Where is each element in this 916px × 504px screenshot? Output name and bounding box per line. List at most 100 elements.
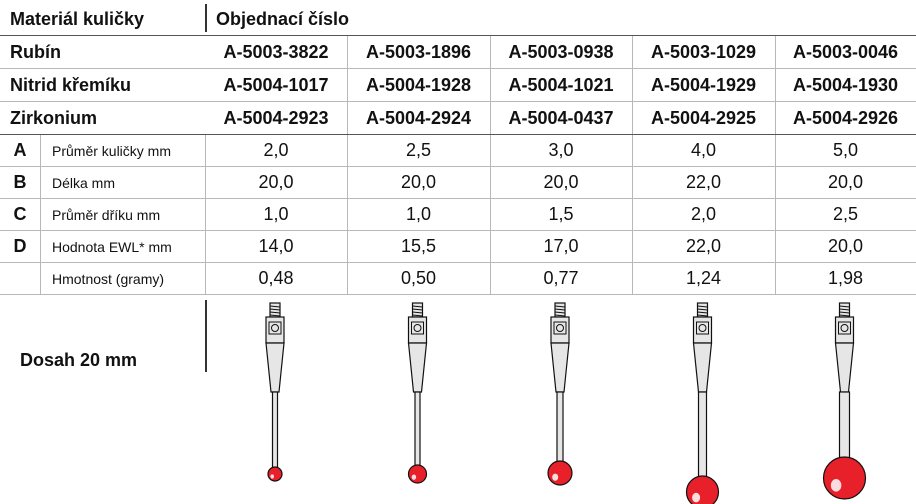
spec-value: 1,0: [205, 199, 347, 230]
rule: [205, 167, 206, 198]
rule: [347, 69, 348, 101]
part-number: A-5004-1021: [490, 69, 632, 101]
row-letter: A: [0, 135, 40, 166]
part-number: A-5004-2925: [632, 102, 775, 134]
rule: [632, 69, 633, 101]
page: Materiál kuličkyObjednací čísloRubínA-50…: [0, 0, 916, 504]
stylus-part: [552, 474, 558, 481]
stylus-part: [266, 343, 284, 392]
spec-value: 1,98: [775, 263, 916, 294]
spec-value: 3,0: [490, 135, 632, 166]
spec-label: Hodnota EWL* mm: [52, 231, 202, 262]
rule: [347, 231, 348, 262]
part-number: A-5003-3822: [205, 36, 347, 68]
spec-value: 15,5: [347, 231, 490, 262]
spec-value: 20,0: [775, 231, 916, 262]
rule: [632, 135, 633, 166]
rule: [490, 102, 491, 134]
rule: [205, 263, 206, 294]
rule: [490, 36, 491, 68]
rule: [347, 263, 348, 294]
part-number: A-5003-1029: [632, 36, 775, 68]
material-name: Zirkonium: [10, 102, 205, 134]
material-name: Rubín: [10, 36, 205, 68]
spec-label: Hmotnost (gramy): [52, 263, 202, 294]
spec-value: 0,50: [347, 263, 490, 294]
spec-value: 2,0: [205, 135, 347, 166]
rule: [40, 199, 41, 230]
spec-value: 0,77: [490, 263, 632, 294]
spec-label: Průměr dříku mm: [52, 199, 202, 230]
stylus-part: [548, 461, 572, 485]
stylus-part: [270, 474, 274, 478]
spec-value: 22,0: [632, 231, 775, 262]
reach-label: Dosah 20 mm: [20, 340, 200, 380]
rule: [632, 199, 633, 230]
spec-value: 17,0: [490, 231, 632, 262]
stylus-part: [836, 343, 854, 392]
part-number: A-5004-1930: [775, 69, 916, 101]
stylus-part: [415, 392, 420, 474]
spec-value: 1,24: [632, 263, 775, 294]
rule: [40, 231, 41, 262]
part-number: A-5004-2924: [347, 102, 490, 134]
stylus-part: [694, 343, 712, 392]
spec-value: 4,0: [632, 135, 775, 166]
rule: [775, 36, 776, 68]
material-name: Nitrid křemíku: [10, 69, 205, 101]
stylus-part: [409, 465, 427, 483]
spec-value: 1,0: [347, 199, 490, 230]
rule: [0, 294, 916, 295]
spec-value: 2,5: [775, 199, 916, 230]
rule: [775, 135, 776, 166]
part-number: A-5003-0938: [490, 36, 632, 68]
rule: [775, 231, 776, 262]
rule: [40, 167, 41, 198]
rule: [347, 135, 348, 166]
rule: [490, 167, 491, 198]
part-number: A-5004-1928: [347, 69, 490, 101]
row-letter: C: [0, 199, 40, 230]
rule: [205, 231, 206, 262]
rule: [775, 102, 776, 134]
rule: [632, 263, 633, 294]
spec-value: 5,0: [775, 135, 916, 166]
rule: [775, 263, 776, 294]
spec-label: Průměr kuličky mm: [52, 135, 202, 166]
spec-label: Délka mm: [52, 167, 202, 198]
rule: [40, 135, 41, 166]
rule: [632, 102, 633, 134]
spec-value: 20,0: [775, 167, 916, 198]
rule: [347, 199, 348, 230]
part-number: A-5004-0437: [490, 102, 632, 134]
rule: [40, 263, 41, 294]
spec-value: 20,0: [347, 167, 490, 198]
stylus-part: [412, 474, 417, 479]
part-number: A-5004-1017: [205, 69, 347, 101]
rule: [347, 102, 348, 134]
rule: [347, 167, 348, 198]
part-number: A-5004-2926: [775, 102, 916, 134]
rule: [205, 199, 206, 230]
rule: [775, 199, 776, 230]
header-label: Materiál kuličky: [10, 4, 200, 34]
rule: [632, 231, 633, 262]
part-number: A-5003-0046: [775, 36, 916, 68]
rule: [775, 167, 776, 198]
rule: [347, 36, 348, 68]
row-letter: D: [0, 231, 40, 262]
stylus-part: [268, 467, 282, 481]
spec-value: 20,0: [490, 167, 632, 198]
spec-value: 22,0: [632, 167, 775, 198]
rule: [490, 231, 491, 262]
spec-value: 14,0: [205, 231, 347, 262]
row-letter: B: [0, 167, 40, 198]
spec-value: 20,0: [205, 167, 347, 198]
spec-value: 2,5: [347, 135, 490, 166]
stylus-part: [273, 392, 278, 474]
rule: [775, 69, 776, 101]
stylus-part: [687, 476, 719, 504]
spec-value: 0,48: [205, 263, 347, 294]
stylus-part: [824, 457, 866, 499]
stylus-part: [551, 343, 569, 392]
